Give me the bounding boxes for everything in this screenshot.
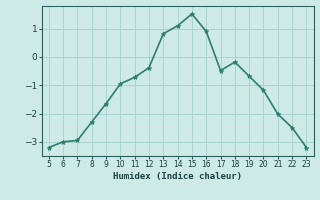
- X-axis label: Humidex (Indice chaleur): Humidex (Indice chaleur): [113, 172, 242, 181]
